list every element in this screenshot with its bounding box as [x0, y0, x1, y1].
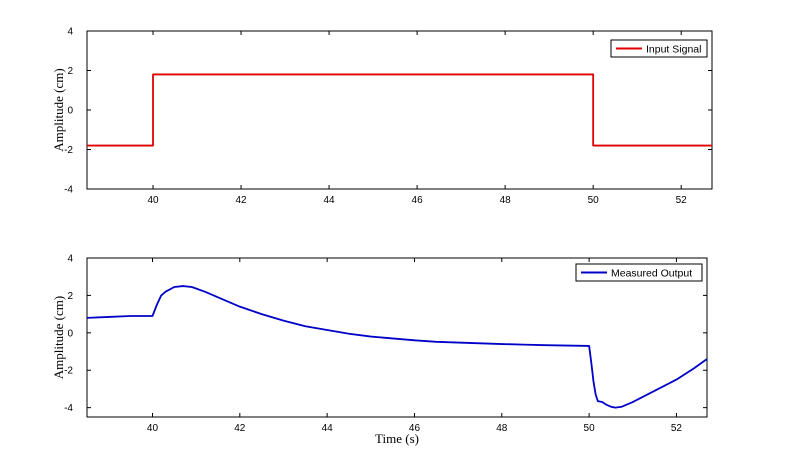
- bottom-x-tick-label: 40: [147, 423, 159, 434]
- top-x-tick-label: 48: [500, 195, 512, 206]
- top-x-tick-label: 42: [235, 195, 247, 206]
- bottom-plot-area: [86, 257, 708, 418]
- bottom-x-axis-title: Time (s): [375, 431, 419, 446]
- bottom-x-tick-label: 44: [322, 423, 334, 434]
- top-y-tick-label: 4: [67, 27, 73, 38]
- bottom-legend-box: [575, 263, 703, 282]
- top-x-tick-label: 40: [147, 195, 159, 206]
- top-x-tick-label: 50: [588, 195, 600, 206]
- bottom-x-tick-label: 52: [671, 423, 683, 434]
- bottom-y-axis-title: Amplitude (cm): [51, 296, 66, 379]
- top-series-line-input-signal: [87, 73, 712, 147]
- top-y-axis-title: Amplitude (cm): [51, 68, 66, 151]
- bottom-x-tick-label: 42: [234, 423, 246, 434]
- bottom-x-tick-label: 48: [496, 423, 508, 434]
- top-x-tick-label: 44: [324, 195, 336, 206]
- top-x-tick-label: 52: [676, 195, 688, 206]
- bottom-y-tick-label: 0: [67, 328, 73, 339]
- top-plot-area: [86, 30, 713, 190]
- bottom-y-tick-label: 2: [67, 291, 73, 302]
- bottom-x-tick-label: 46: [409, 423, 421, 434]
- top-y-tick-label: 2: [67, 66, 73, 77]
- top-y-tick-label: 0: [67, 106, 73, 117]
- bottom-x-tick-label: 50: [584, 423, 596, 434]
- bottom-legend-label: Measured Output: [611, 268, 692, 280]
- bottom-y-tick-label: -2: [64, 366, 73, 377]
- top-legend-label: Input Signal: [646, 44, 701, 56]
- bottom-series-line-measured-output: [87, 285, 707, 409]
- top-x-tick-label: 46: [412, 195, 424, 206]
- top-y-tick-label: -4: [64, 185, 73, 196]
- top-legend: Input Signal: [610, 39, 708, 58]
- bottom-y-tick-label: 4: [67, 254, 73, 265]
- bottom-legend: Measured Output: [575, 263, 703, 282]
- bottom-y-tick-label: -4: [64, 403, 73, 414]
- top-legend-box: [610, 39, 708, 58]
- top-y-tick-label: -2: [64, 145, 73, 156]
